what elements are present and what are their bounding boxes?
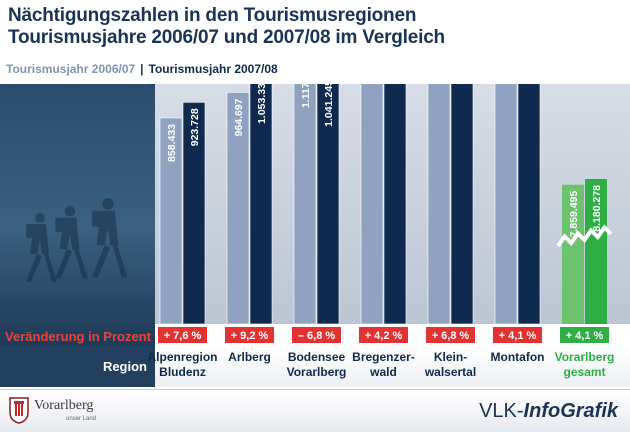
- region-label: gesamt: [563, 365, 605, 379]
- bar-2006-07-6: [562, 184, 584, 324]
- bar-2006-07-0: [159, 117, 183, 325]
- hiker-backpack: [91, 210, 102, 227]
- hiker-body: [96, 210, 119, 246]
- hiker-silhouette: [91, 198, 128, 278]
- legend: Tourismusjahr 2006/07 | Tourismusjahr 2007…: [6, 62, 278, 76]
- hiker-silhouette: [55, 206, 88, 279]
- bar-value-label: 1.117.058: [300, 84, 312, 108]
- region-label: Alpenregion: [147, 350, 217, 364]
- region-label: Bludenz: [159, 365, 206, 379]
- region-label: walsertal: [424, 365, 476, 379]
- bar-2007-08-3: [383, 84, 407, 325]
- hiker-backpack: [55, 217, 64, 233]
- brand-prefix: VLK-: [479, 400, 524, 422]
- logo-text: Vorarlberg: [34, 398, 94, 413]
- bar-2007-08-6: [585, 179, 607, 324]
- legend-separator: |: [140, 62, 144, 76]
- left-photo-panel: [0, 84, 155, 346]
- bar-value-label: 923.728: [189, 108, 201, 146]
- bar-value-label: 7.859.495: [568, 191, 580, 238]
- change-badge-5: [493, 327, 542, 343]
- change-badge-label: + 7,6 %: [164, 330, 202, 342]
- bar-2007-08-5: [517, 84, 541, 325]
- hiker-silhouette: [26, 213, 57, 282]
- change-badge-4: [426, 327, 475, 343]
- bar-2006-07-5: [494, 84, 518, 325]
- bar-2007-08-4: [450, 84, 474, 325]
- bar-2007-08-0: [182, 102, 206, 325]
- bar-2006-07-1: [226, 92, 250, 325]
- bar-2006-07-2: [293, 84, 317, 325]
- region-label: wald: [369, 365, 397, 379]
- change-badge-label: + 4,1 %: [499, 330, 537, 342]
- bar-2007-08-1: [249, 84, 273, 325]
- chart-subtitle: Tourismusjahre 2006/07 und 2007/08 im Ve…: [8, 27, 445, 48]
- change-row-label: Veränderung in Prozent: [5, 329, 152, 344]
- bar-value-label: 1.053.331: [256, 84, 268, 124]
- region-label: Vorarlberg: [555, 350, 615, 364]
- change-badge-label: + 4,2 %: [365, 330, 403, 342]
- chart-title: Nächtigungszahlen in den Tourismusregion…: [8, 5, 417, 26]
- change-badge-1: [225, 327, 274, 343]
- brand-suffix: InfoGrafik: [523, 400, 618, 422]
- hiker-body: [59, 217, 80, 250]
- bar-value-label: 8.180.278: [591, 185, 603, 232]
- footer: Vorarlberg unser Land VLK-InfoGrafik: [0, 389, 630, 432]
- hiker-legs: [91, 245, 128, 278]
- region-label: Bodensee: [288, 350, 346, 364]
- axis-break-marker: [556, 224, 613, 248]
- bar-value-label: 964.697: [233, 98, 245, 136]
- bar-2006-07-3: [360, 84, 384, 325]
- region-label: Arlberg: [228, 350, 271, 364]
- region-label-background: [0, 346, 155, 387]
- change-badge-2: [292, 327, 341, 343]
- change-badge-3: [359, 327, 408, 343]
- vorarlberg-crest-icon: [9, 397, 29, 424]
- hiker-legs: [26, 254, 57, 282]
- region-label: Bregenzer-: [352, 350, 415, 364]
- legend-series-2006-07: Tourismusjahr 2006/07: [6, 62, 136, 76]
- bar-chart: Veränderung in Prozent Region 858.433 923.7…: [0, 84, 630, 387]
- region-label: Vorarlberg: [287, 365, 347, 379]
- region-label: Montafon: [491, 350, 545, 364]
- change-badge-label: + 6,8 %: [432, 330, 470, 342]
- change-badge-label: + 4,1 %: [566, 330, 604, 342]
- change-badge-0: [158, 327, 207, 343]
- change-badge-6: [560, 327, 609, 343]
- bar-2006-07-4: [427, 84, 451, 325]
- region-row-label: Region: [103, 359, 147, 374]
- region-label: Klein-: [434, 350, 467, 364]
- bar-2007-08-2: [316, 84, 340, 325]
- bar-value-label: 858.433: [166, 124, 178, 162]
- hiker-head: [102, 198, 114, 210]
- vlk-infografik-brand: VLK-InfoGrafik: [479, 400, 618, 423]
- bar-value-label: 1.041.245: [323, 84, 335, 127]
- hiker-legs: [55, 249, 88, 279]
- hiker-head: [64, 206, 76, 217]
- change-badge-label: – 6,8 %: [298, 330, 336, 342]
- hiker-body: [30, 224, 49, 254]
- change-badge-label: + 9,2 %: [231, 330, 269, 342]
- legend-series-2007-08: Tourismusjahr 2007/08: [148, 62, 278, 76]
- logo-subtext: unser Land: [66, 416, 97, 422]
- hiker-head: [35, 213, 45, 223]
- hiker-backpack: [26, 224, 34, 238]
